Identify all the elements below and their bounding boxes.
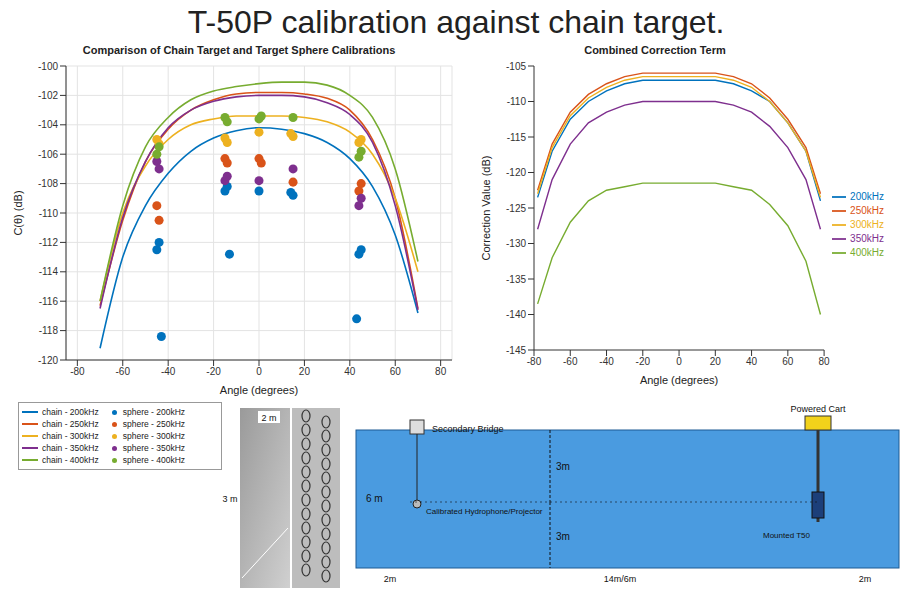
svg-text:-130: -130: [506, 238, 526, 249]
svg-text:-80: -80: [70, 366, 85, 377]
svg-text:80: 80: [819, 356, 831, 367]
svg-text:3m: 3m: [556, 461, 570, 472]
svg-text:Powered Cart: Powered Cart: [790, 404, 846, 414]
html-text:chain - 400kHz: chain - 400kHz: [42, 455, 99, 465]
svg-text:-115: -115: [507, 132, 527, 143]
svg-text:-140: -140: [506, 309, 526, 320]
html-text:350kHz: 350kHz: [850, 232, 884, 244]
html-text:chain - 300kHz: chain - 300kHz: [42, 431, 99, 441]
html-text:sphere - 200kHz: sphere - 200kHz: [122, 407, 186, 417]
svg-text:40: 40: [746, 356, 758, 367]
html-text:sphere - 250kHz: sphere - 250kHz: [122, 419, 186, 429]
svg-text:-120: -120: [506, 167, 526, 178]
svg-text:0: 0: [676, 356, 682, 367]
svg-text:2m: 2m: [859, 574, 872, 584]
svg-text:-120: -120: [38, 355, 58, 366]
svg-text:-105: -105: [506, 61, 526, 72]
html-text:250kHz: 250kHz: [850, 204, 884, 216]
svg-text:Angle (degrees): Angle (degrees): [640, 374, 718, 386]
svg-text:Correction Value (dB): Correction Value (dB): [480, 156, 492, 261]
svg-text:-118: -118: [39, 325, 59, 336]
svg-text:-20: -20: [636, 356, 651, 367]
svg-text:14m/6m: 14m/6m: [604, 574, 637, 584]
svg-text:-114: -114: [39, 266, 59, 277]
html-text:T-50P calibration against chai: T-50P calibration against chain target.: [187, 4, 725, 40]
svg-text:-145: -145: [506, 345, 526, 356]
svg-text:-110: -110: [507, 96, 527, 107]
svg-text:-80: -80: [527, 356, 542, 367]
html-text:sphere - 300kHz: sphere - 300kHz: [122, 431, 186, 441]
svg-text:2 m: 2 m: [261, 413, 276, 423]
svg-text:-102: -102: [38, 90, 58, 101]
svg-text:40: 40: [344, 366, 356, 377]
html-text:chain - 350kHz: chain - 350kHz: [42, 443, 99, 453]
svg-text:C(θ) (dB): C(θ) (dB): [12, 190, 24, 235]
svg-text:60: 60: [390, 366, 402, 377]
svg-text:-60: -60: [116, 366, 131, 377]
svg-text:3m: 3m: [556, 531, 570, 542]
svg-text:Calibrated Hydrophone/Projecto: Calibrated Hydrophone/Projector: [426, 507, 543, 516]
svg-text:Mounted T50: Mounted T50: [763, 531, 811, 540]
svg-text:-108: -108: [38, 178, 58, 189]
svg-text:20: 20: [299, 366, 311, 377]
svg-text:Angle (degrees): Angle (degrees): [220, 384, 298, 396]
svg-text:-135: -135: [506, 274, 526, 285]
html-text:chain - 200kHz: chain - 200kHz: [42, 407, 99, 417]
svg-text:-40: -40: [161, 366, 176, 377]
svg-text:60: 60: [782, 356, 794, 367]
svg-text:20: 20: [710, 356, 722, 367]
svg-text:-100: -100: [38, 61, 58, 72]
html-text:Comparison of Chain Target and: Comparison of Chain Target and Target Sp…: [82, 44, 396, 56]
svg-text:-20: -20: [206, 366, 221, 377]
html-text:sphere - 350kHz: sphere - 350kHz: [122, 443, 186, 453]
svg-text:2m: 2m: [384, 574, 397, 584]
html-text:400kHz: 400kHz: [850, 246, 884, 258]
svg-text:80: 80: [435, 366, 447, 377]
html-text:Combined Correction Term: Combined Correction Term: [584, 44, 726, 56]
svg-text:3 m: 3 m: [222, 494, 237, 504]
svg-text:-104: -104: [38, 119, 58, 130]
svg-text:-112: -112: [39, 237, 59, 248]
svg-text:0: 0: [256, 366, 262, 377]
svg-text:-40: -40: [599, 356, 614, 367]
svg-text:6 m: 6 m: [366, 493, 383, 504]
svg-text:-116: -116: [39, 296, 59, 307]
svg-text:Secondary Bridge: Secondary Bridge: [432, 424, 504, 434]
svg-text:-110: -110: [39, 208, 59, 219]
html-text:300kHz: 300kHz: [850, 218, 884, 230]
svg-text:-125: -125: [506, 203, 526, 214]
html-text:sphere - 400kHz: sphere - 400kHz: [122, 455, 186, 465]
html-text:200kHz: 200kHz: [850, 190, 884, 202]
svg-text:-60: -60: [563, 356, 578, 367]
svg-text:-106: -106: [38, 149, 58, 160]
html-text:chain - 250kHz: chain - 250kHz: [42, 419, 99, 429]
